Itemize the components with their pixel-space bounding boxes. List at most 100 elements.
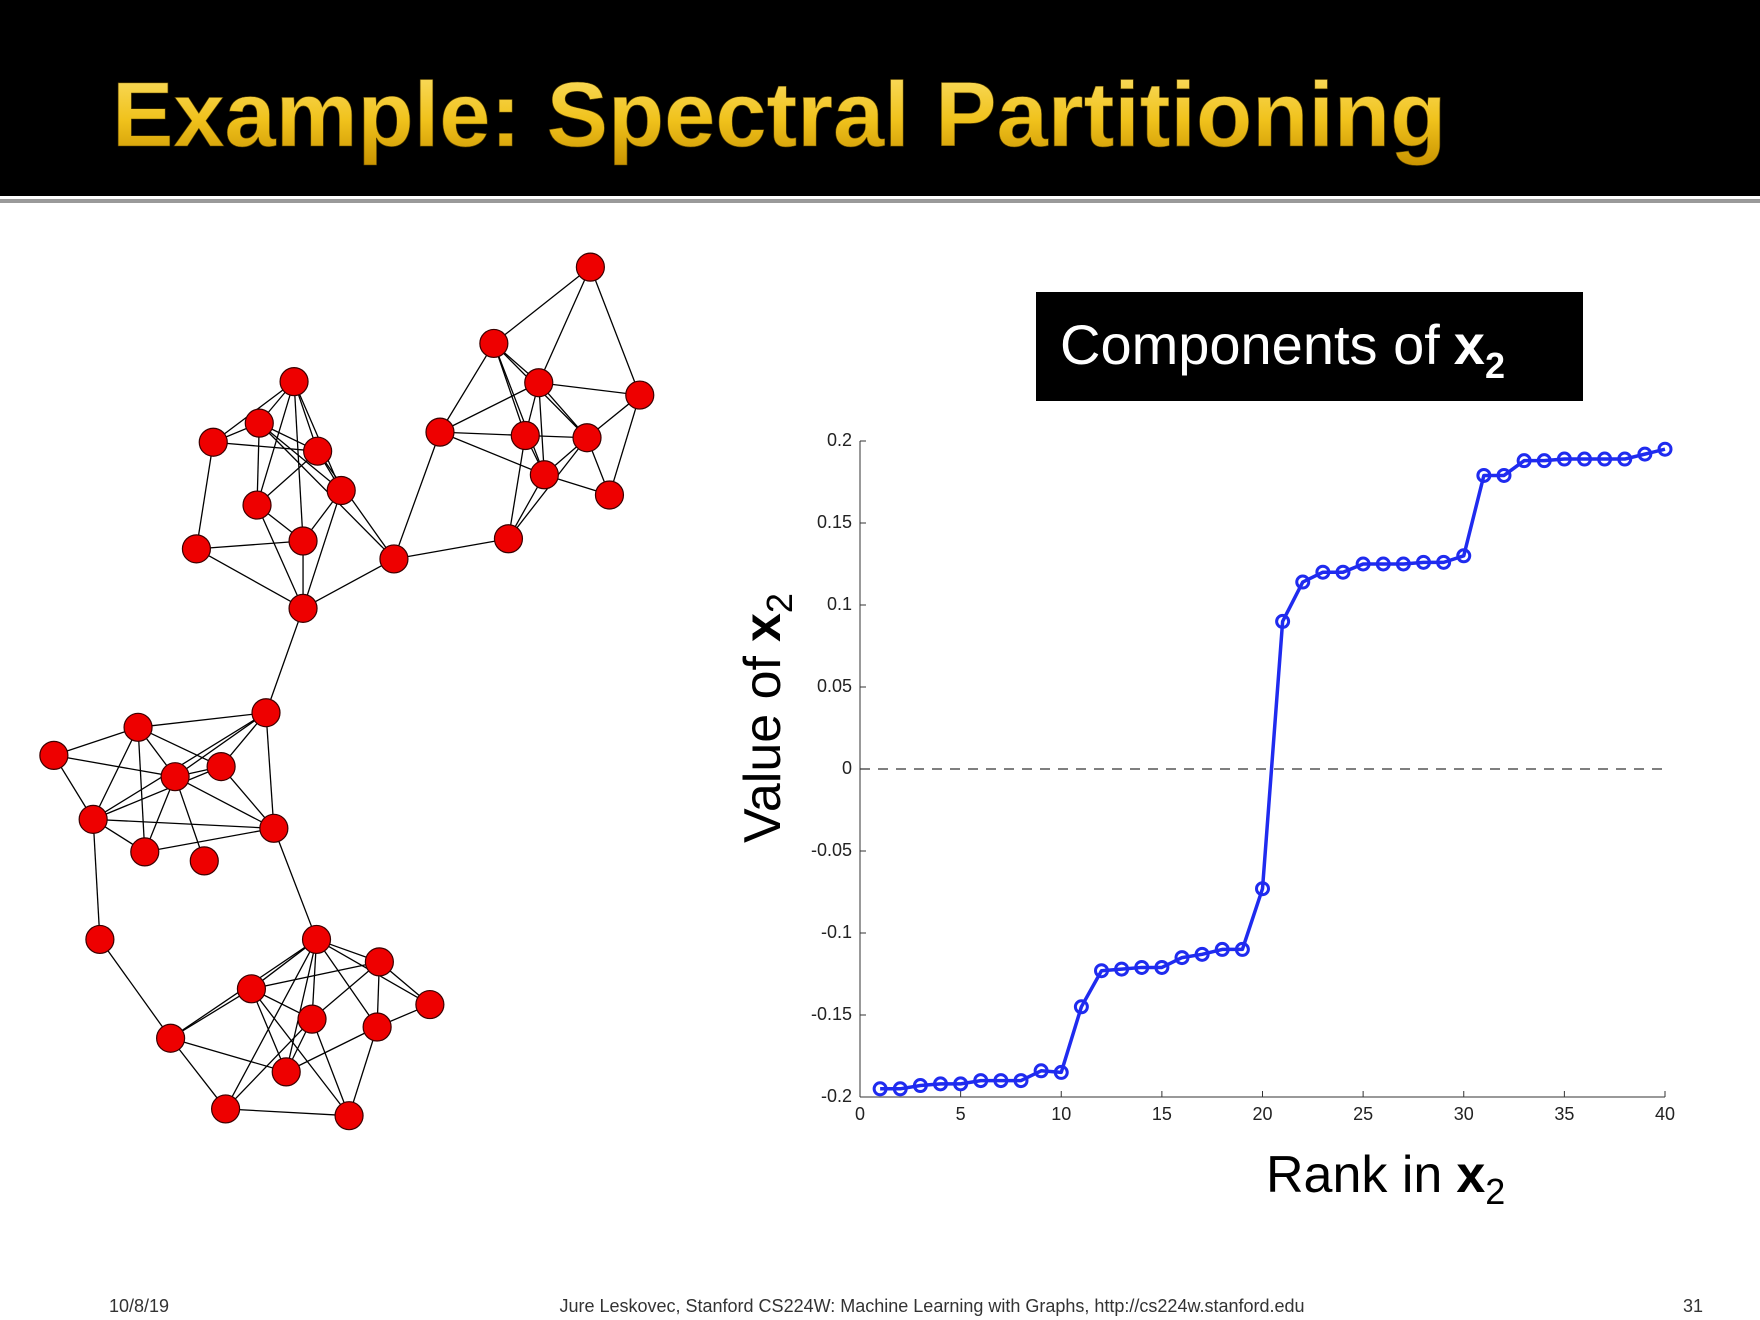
network-node (594, 480, 625, 510)
data-point (1496, 467, 1512, 483)
network-edge (293, 381, 304, 542)
network-edge (311, 961, 380, 1020)
network-node (259, 813, 289, 843)
network-edge (493, 343, 545, 476)
data-point (953, 1076, 969, 1092)
network-node (251, 698, 281, 728)
y-label-symbol: x (734, 613, 792, 642)
chart-title-text: Components of (1060, 313, 1440, 376)
network-node (364, 947, 394, 977)
x-tick-label: 40 (1655, 1104, 1675, 1124)
network-node (625, 380, 655, 410)
network-node (301, 924, 332, 955)
data-point (1577, 451, 1592, 467)
data-point (1214, 941, 1230, 957)
data-point (1013, 1073, 1029, 1089)
data-point (1395, 556, 1411, 572)
network-edge (174, 712, 267, 778)
network-edge (285, 939, 318, 1073)
x-tick-label: 10 (1051, 1104, 1071, 1124)
x-label-subscript: 2 (1485, 1171, 1505, 1212)
x-tick-label: 35 (1554, 1104, 1574, 1124)
network-edge (439, 382, 540, 433)
data-point (1617, 451, 1633, 467)
data-point (1094, 963, 1109, 979)
network-edge (225, 939, 318, 1110)
network-node (493, 524, 524, 554)
network-node (510, 420, 540, 451)
network-edge (439, 431, 545, 476)
y-tick-label: -0.2 (821, 1086, 852, 1106)
data-point (1355, 556, 1371, 572)
network-edge (195, 442, 214, 549)
data-point (1375, 556, 1391, 572)
data-point (1234, 941, 1250, 957)
network-edge (250, 988, 350, 1117)
network-node (326, 475, 356, 506)
network-node (198, 427, 228, 457)
network-edge (608, 394, 641, 496)
network-edge (196, 540, 304, 550)
data-point (1194, 946, 1210, 962)
network-node (279, 367, 309, 397)
network-node (206, 751, 236, 782)
footer-credit: Jure Leskovec, Stanford CS224W: Machine … (559, 1296, 1304, 1316)
data-point (1134, 959, 1150, 975)
plot-area: -0.2 -0.15 -0.1 -0.05 0 0.05 0.1 0.15 0.2 0 5 10 15 2… (811, 430, 1675, 1124)
network-node (242, 490, 272, 520)
x-tick-label: 0 (855, 1104, 865, 1124)
network-edge (213, 441, 318, 452)
network-edge (93, 818, 274, 829)
data-point (1154, 959, 1170, 975)
network-edge (53, 726, 139, 756)
network-node (425, 417, 455, 447)
data-point (912, 1078, 928, 1094)
data-point (1114, 961, 1130, 977)
network-edge (538, 266, 591, 384)
data-point (973, 1073, 989, 1089)
y-tick-label: 0.15 (817, 512, 852, 532)
data-point (872, 1081, 888, 1097)
network-edge (196, 548, 304, 609)
network-node (288, 593, 318, 623)
network-edge (311, 1018, 350, 1116)
x-tick-label: 5 (956, 1104, 966, 1124)
network-edge (92, 727, 139, 820)
network-edge (137, 726, 222, 768)
data-line (880, 447, 1666, 1091)
network-edge (507, 435, 526, 539)
network-edge (250, 988, 287, 1073)
x-tick-label: 25 (1353, 1104, 1373, 1124)
network-node (575, 252, 605, 282)
network-node (189, 846, 219, 876)
data-point (1657, 441, 1673, 457)
y-label-subscript: 2 (759, 593, 800, 613)
chart-title: Components of x2 (1060, 313, 1505, 386)
chart-title-symbol: x (1454, 313, 1485, 376)
network-node (85, 924, 115, 955)
footer-date: 10/8/19 (109, 1296, 169, 1316)
network-diagram (39, 252, 655, 1131)
data-point (1335, 564, 1351, 580)
network-node (244, 408, 274, 438)
network-node (39, 740, 69, 770)
network-node (362, 1012, 392, 1042)
x-label-text: Rank in (1266, 1146, 1442, 1204)
x-tick-label: 15 (1152, 1104, 1172, 1124)
x-label-symbol: x (1456, 1146, 1485, 1204)
network-node (524, 368, 554, 398)
x-tick-label: 20 (1252, 1104, 1272, 1124)
network-edge (265, 608, 304, 713)
network-edge (251, 961, 380, 990)
data-point (1315, 564, 1331, 580)
network-node (572, 423, 602, 453)
network-edge (137, 727, 146, 852)
network-edge (258, 422, 395, 560)
data-point (1275, 613, 1291, 629)
data-point (1637, 446, 1653, 462)
network-edge (493, 266, 591, 344)
data-point (1295, 574, 1311, 590)
network-edge (273, 828, 318, 940)
